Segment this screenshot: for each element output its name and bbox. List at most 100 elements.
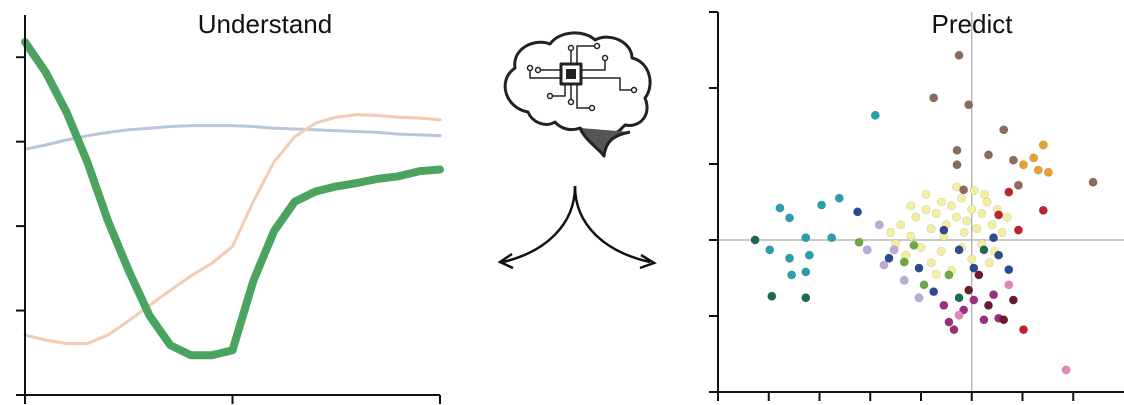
scatter-point [932, 209, 940, 217]
scatter-point [827, 234, 835, 242]
scatter-point [985, 259, 993, 267]
scatter-point [1089, 178, 1097, 186]
scatter-point [907, 232, 915, 240]
scatter-point [988, 221, 996, 229]
scatter-point [922, 190, 930, 198]
scatter-point [968, 205, 976, 213]
scatter-point [855, 238, 863, 246]
scatter-point [965, 286, 973, 294]
scatter-point [945, 271, 953, 279]
scatter-point [984, 301, 992, 309]
scatter-point [927, 224, 935, 232]
line-series [25, 126, 440, 150]
scatter-point [835, 194, 843, 202]
scatter-point [1034, 166, 1042, 174]
scatter-point [897, 221, 905, 229]
scatter-point [871, 111, 879, 119]
scatter-point [957, 194, 965, 202]
scatter-point [768, 292, 776, 300]
scatter-point [1014, 226, 1022, 234]
scatter-point [937, 198, 945, 206]
scatter-point [776, 204, 784, 212]
scatter-point [965, 101, 973, 109]
scatter-point [1039, 206, 1047, 214]
scatter-point [915, 264, 923, 272]
scatter-point [983, 198, 991, 206]
scatter-point [994, 211, 1002, 219]
scatter-point [953, 161, 961, 169]
scatter-point [875, 221, 883, 229]
scatter-point [890, 246, 898, 254]
scatter-point [932, 270, 940, 278]
scatter-point [853, 208, 861, 216]
scatter-point [945, 318, 953, 326]
scatter-point [927, 259, 935, 267]
scatter-point [863, 246, 871, 254]
scatter-point [1044, 168, 1052, 176]
scatter-point [975, 271, 983, 279]
scatter-point [1005, 188, 1013, 196]
scatter-point [751, 236, 759, 244]
scatter-point [1003, 213, 1011, 221]
scatter-point [802, 234, 810, 242]
scatter-point [1029, 154, 1037, 162]
scatter-point [910, 241, 918, 249]
scatter-point [970, 186, 978, 194]
scatter-point [805, 251, 813, 259]
scatter-point [915, 294, 923, 302]
scatter-point [955, 311, 963, 319]
scatter-point [940, 226, 948, 234]
scatter-point [978, 209, 986, 217]
scatter-point [1062, 366, 1070, 374]
scatter-point [900, 276, 908, 284]
scatter-point [1039, 141, 1047, 149]
scatter-point [787, 271, 795, 279]
scatter-point [785, 254, 793, 262]
chart-title: Predict [932, 9, 1014, 39]
scatter-point [1009, 296, 1017, 304]
scatter-point [980, 316, 988, 324]
scatter-point [980, 190, 988, 198]
scatter-point [937, 247, 945, 255]
scatter-point [766, 246, 774, 254]
scatter-point [1014, 181, 1022, 189]
scatter-point [940, 301, 948, 309]
scatter-point [955, 51, 963, 59]
scatter-point [962, 217, 970, 225]
scatter-point [952, 213, 960, 221]
scatter-point [1000, 126, 1008, 134]
brain-icon [505, 33, 650, 156]
scatter-point [802, 294, 810, 302]
scatter-point [900, 258, 908, 266]
line-series [25, 115, 440, 344]
scatter-point [1019, 161, 1027, 169]
scatter-point [998, 228, 1006, 236]
scatter-point [984, 151, 992, 159]
scatter-point [929, 94, 937, 102]
scatter-point [994, 251, 1002, 259]
scatter-point [885, 254, 893, 262]
scatter-point [955, 294, 963, 302]
scatter-point [922, 205, 930, 213]
scatter-point [785, 214, 793, 222]
scatter-point [950, 325, 958, 333]
scatter-point [1000, 316, 1008, 324]
scatter-point [817, 201, 825, 209]
scatter-point [955, 246, 963, 254]
scatter-point [907, 202, 915, 210]
scatter-point [886, 228, 894, 236]
scatter-point [1009, 156, 1017, 164]
scatter-point [953, 146, 961, 154]
chart-title: Understand [198, 9, 332, 39]
scatter-point [947, 202, 955, 210]
scatter-point [980, 246, 988, 254]
scatter-point [970, 296, 978, 304]
scatter-point [1005, 281, 1013, 289]
scatter-point [802, 268, 810, 276]
scatter-point [1005, 265, 1013, 273]
line-series [25, 42, 440, 355]
scatter-point [912, 213, 920, 221]
scatter-point [929, 287, 937, 295]
scatter-point [959, 186, 967, 194]
scatter-point [1019, 325, 1027, 333]
